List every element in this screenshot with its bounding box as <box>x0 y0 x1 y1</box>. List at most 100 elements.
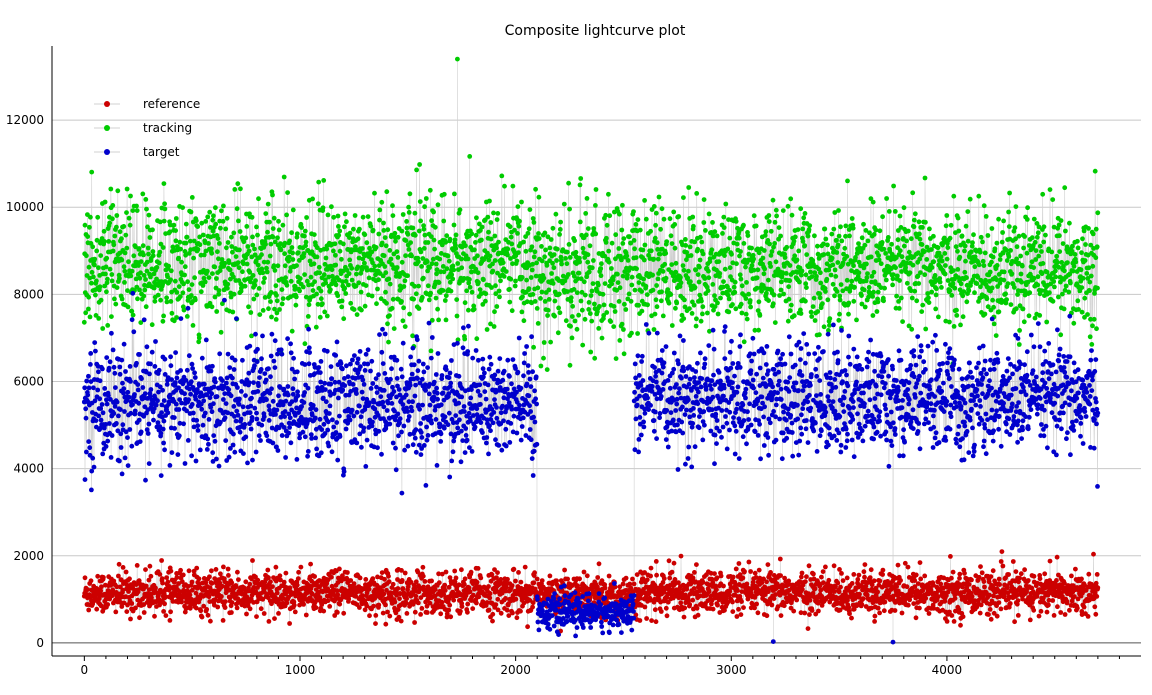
data-point-reference <box>949 613 954 618</box>
data-point-reference <box>707 589 712 594</box>
data-point-tracking <box>212 265 217 270</box>
data-point-reference <box>465 602 470 607</box>
data-point-tracking <box>520 294 525 299</box>
data-point-reference <box>206 613 211 618</box>
data-point-tracking <box>673 306 678 311</box>
data-point-tracking <box>681 316 686 321</box>
data-point-tracking <box>580 343 585 348</box>
data-point-tracking <box>504 269 509 274</box>
data-point-tracking <box>235 181 240 186</box>
data-point-tracking <box>243 236 248 241</box>
data-point-tracking <box>148 235 153 240</box>
data-point-tracking <box>235 206 240 211</box>
data-point-reference <box>989 617 994 622</box>
data-point-reference <box>980 570 985 575</box>
data-point-reference <box>875 590 880 595</box>
data-point-tracking <box>296 250 301 255</box>
data-point-reference <box>200 615 205 620</box>
data-point-reference <box>296 576 301 581</box>
data-point-tracking <box>592 302 597 307</box>
data-point-tracking <box>459 257 464 262</box>
data-point-tracking <box>142 273 147 278</box>
data-point-reference <box>385 610 390 615</box>
data-point-reference <box>692 570 697 575</box>
data-point-tracking <box>254 293 259 298</box>
data-point-tracking <box>481 277 486 282</box>
data-point-tracking <box>141 243 146 248</box>
data-point-reference <box>585 573 590 578</box>
data-point-reference <box>160 581 165 586</box>
data-point-reference <box>841 578 846 583</box>
data-point-reference <box>765 613 770 618</box>
data-point-tracking <box>617 338 622 343</box>
data-point-tracking <box>698 235 703 240</box>
data-point-tracking <box>619 228 624 233</box>
data-point-tracking <box>694 324 699 329</box>
data-point-tracking <box>342 224 347 229</box>
data-point-tracking <box>662 262 667 267</box>
data-point-tracking <box>587 270 592 275</box>
data-point-reference <box>982 585 987 590</box>
data-point-tracking <box>342 286 347 291</box>
data-point-tracking <box>103 272 108 277</box>
data-point-reference <box>804 574 809 579</box>
data-point-tracking <box>371 228 376 233</box>
data-point-tracking <box>563 256 568 261</box>
data-point-tracking <box>426 283 431 288</box>
data-point-reference <box>1037 614 1042 619</box>
data-point-tracking <box>418 199 423 204</box>
data-point-tracking <box>556 306 561 311</box>
data-point-tracking <box>570 314 575 319</box>
data-point-reference <box>835 581 840 586</box>
data-point-tracking <box>205 269 210 274</box>
data-point-reference <box>810 608 815 613</box>
data-point-tracking <box>193 298 198 303</box>
data-point-reference <box>896 563 901 568</box>
data-point-tracking <box>199 289 204 294</box>
data-point-tracking <box>182 273 187 278</box>
data-point-tracking <box>549 237 554 242</box>
data-point-tracking <box>366 214 371 219</box>
data-point-tracking <box>454 297 459 302</box>
data-point-reference <box>181 573 186 578</box>
data-point-tracking <box>214 309 219 314</box>
data-point-tracking <box>453 246 458 251</box>
data-point-reference <box>630 577 635 582</box>
data-point-reference <box>905 584 910 589</box>
data-point-tracking <box>349 266 354 271</box>
data-point-tracking <box>85 234 90 239</box>
data-point-tracking <box>90 244 95 249</box>
data-point-tracking <box>502 274 507 279</box>
data-point-tracking <box>130 208 135 213</box>
data-point-tracking <box>541 356 546 361</box>
data-point-tracking <box>232 187 237 192</box>
data-point-tracking <box>405 226 410 231</box>
data-point-tracking <box>601 292 606 297</box>
data-point-tracking <box>698 258 703 263</box>
data-point-tracking <box>139 259 144 264</box>
data-point-tracking <box>340 299 345 304</box>
data-point-tracking <box>383 270 388 275</box>
data-point-tracking <box>436 202 441 207</box>
data-point-reference <box>791 609 796 614</box>
data-point-tracking <box>662 217 667 222</box>
data-point-reference <box>582 570 587 575</box>
data-point-tracking <box>497 289 502 294</box>
data-point-reference <box>877 611 882 616</box>
data-point-reference <box>794 598 799 603</box>
data-point-tracking <box>632 238 637 243</box>
data-point-tracking <box>291 257 296 262</box>
data-point-reference <box>124 570 129 575</box>
data-point-tracking <box>219 208 224 213</box>
data-point-tracking <box>613 232 618 237</box>
data-point-tracking <box>653 223 658 228</box>
data-point-tracking <box>496 240 501 245</box>
data-point-tracking <box>594 187 599 192</box>
data-point-tracking <box>455 314 460 319</box>
data-point-reference <box>849 616 854 621</box>
data-point-reference <box>1055 555 1060 560</box>
data-point-tracking <box>393 239 398 244</box>
data-point-reference <box>1092 604 1097 609</box>
data-point-tracking <box>634 222 639 227</box>
data-point-reference <box>187 568 192 573</box>
